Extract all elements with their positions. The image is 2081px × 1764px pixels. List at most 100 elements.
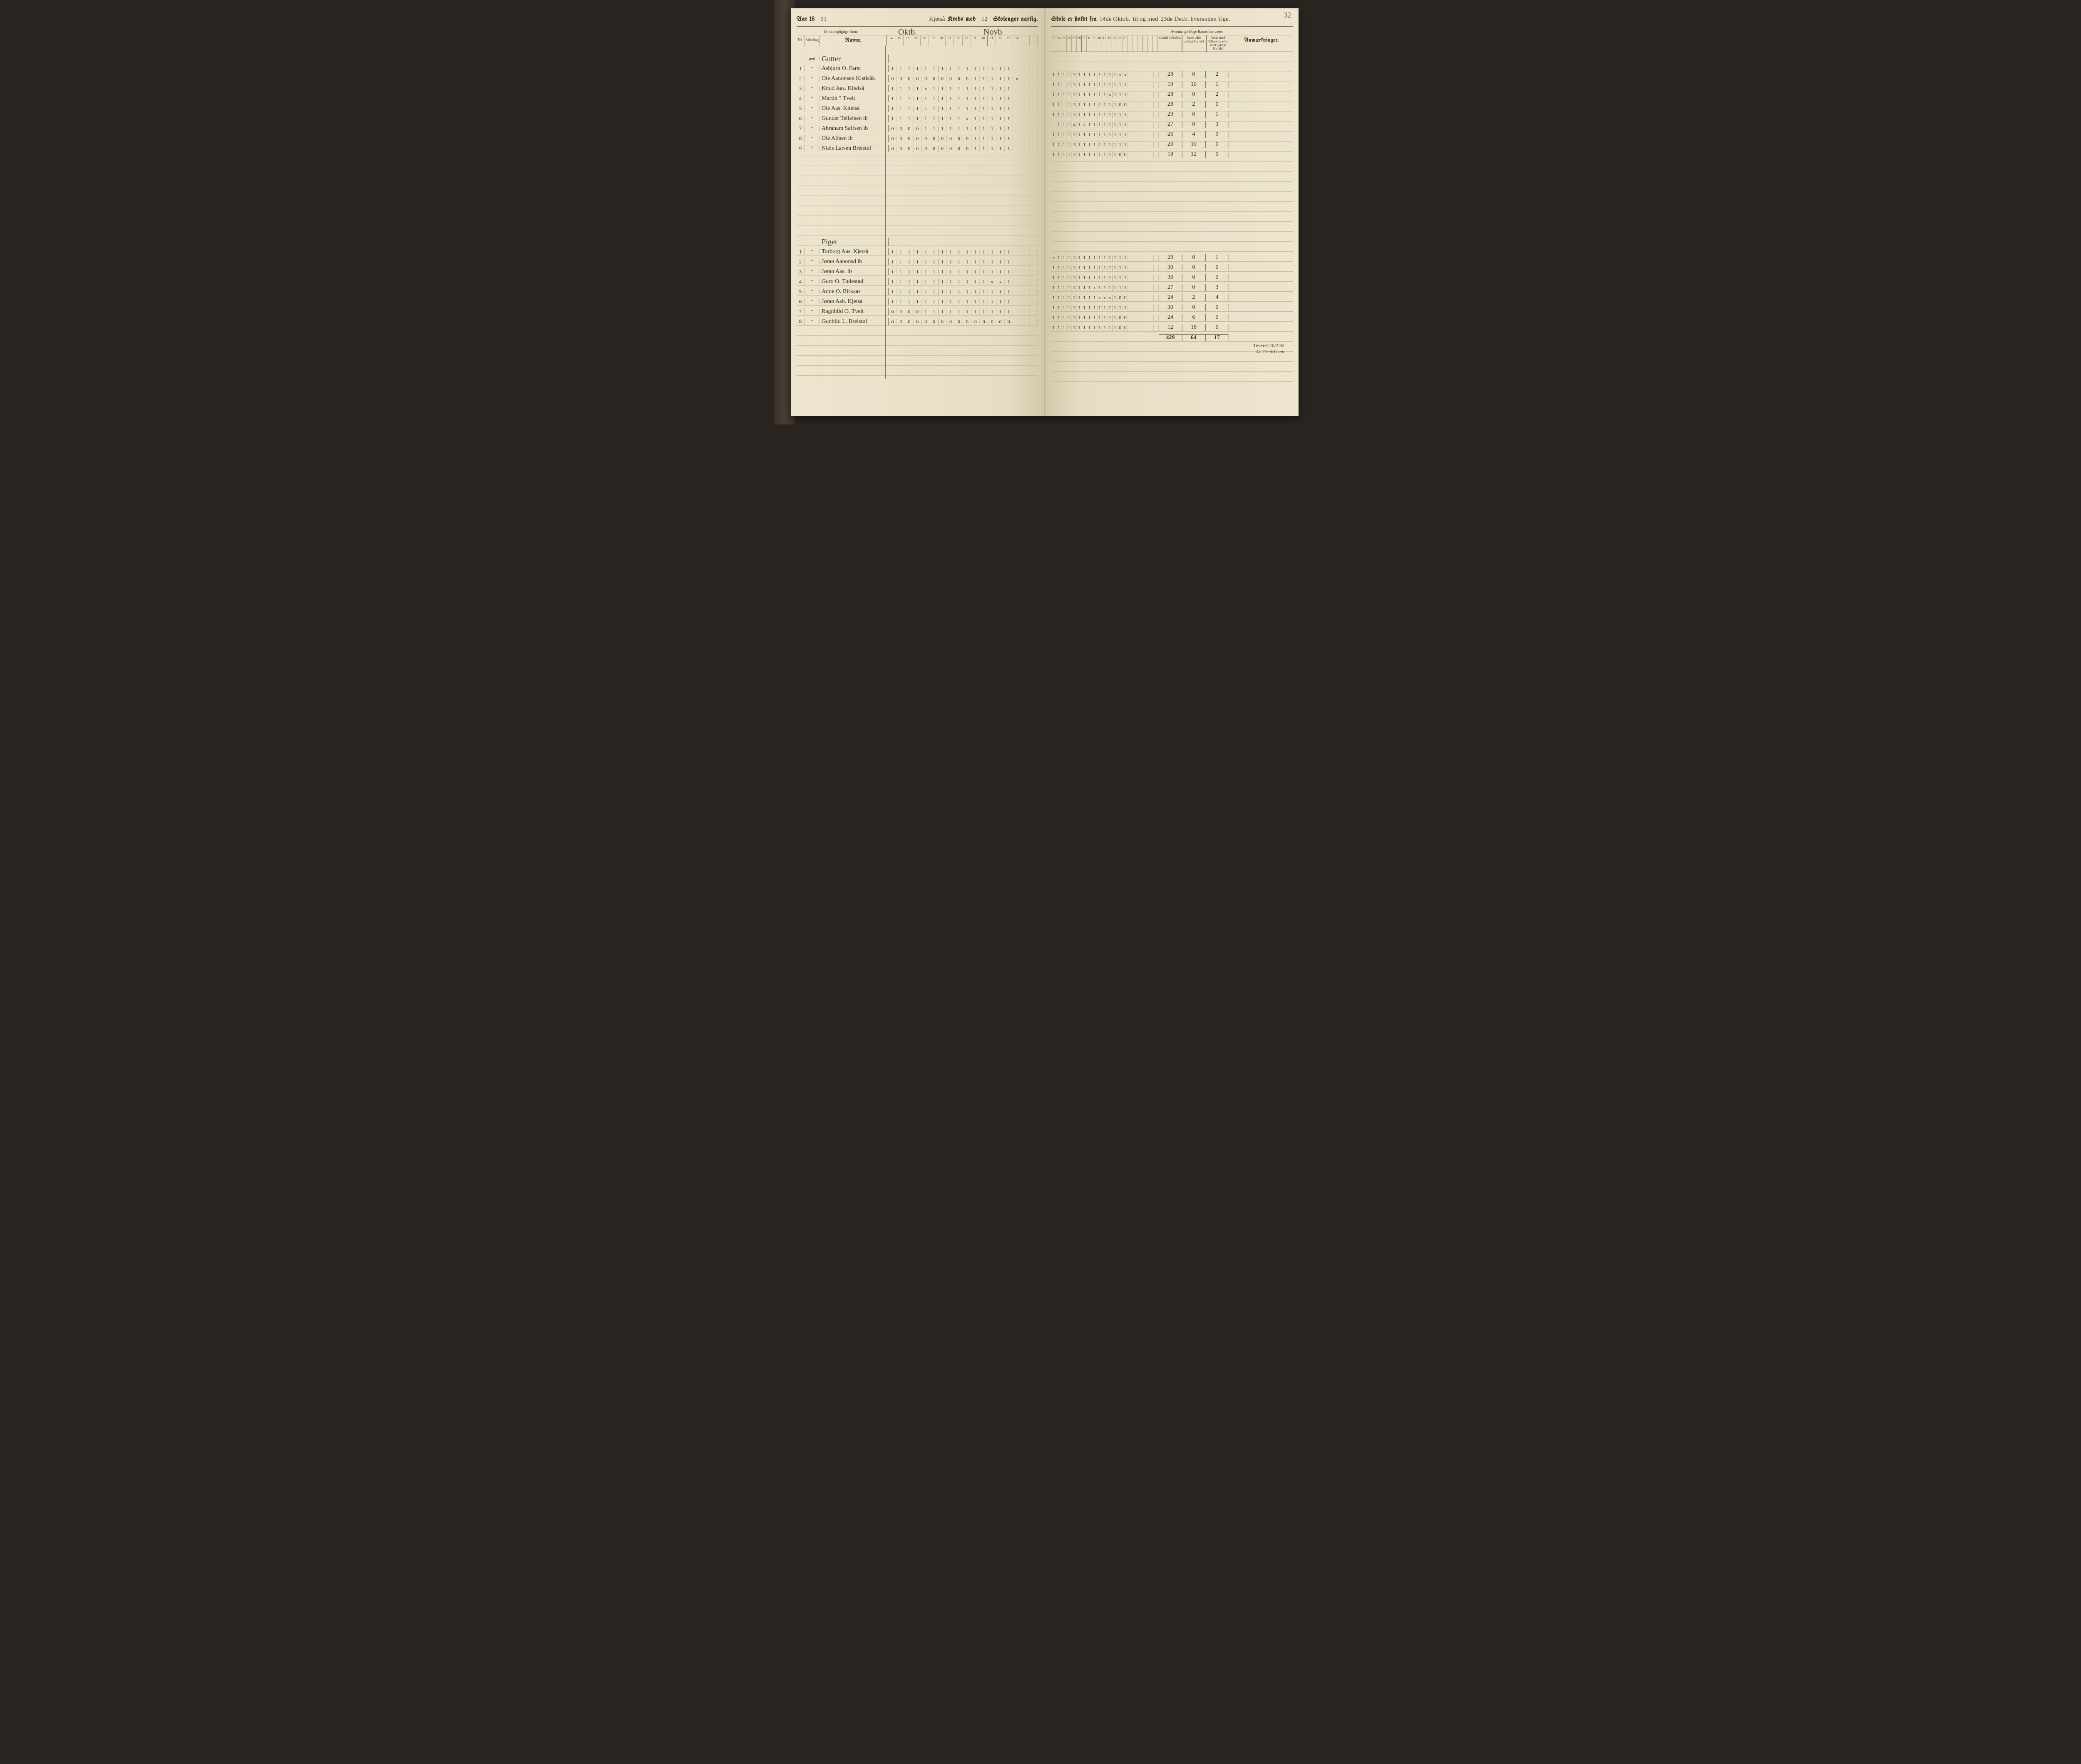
attendance-cell: 0	[955, 136, 964, 142]
attendance-cell: 1	[1118, 305, 1123, 311]
table-row: 11111111111110012180	[1051, 323, 1293, 332]
sum-tilstede: 19	[1159, 81, 1182, 88]
attendance-cell: 1	[1118, 112, 1123, 118]
attendance-cell: 1	[1082, 131, 1087, 138]
table-row: 5"Ole Aas. Kitelså1111÷1111111111	[797, 104, 1038, 114]
left-day-headers: 1415161718192021222391011121314	[887, 35, 1038, 46]
row-name: Gunder Tellefsen ib	[820, 115, 889, 122]
attendance-cell: 1	[1092, 141, 1097, 148]
row-days-right: 111111111111111	[1051, 305, 1159, 311]
attendance-cell: 1	[1062, 92, 1067, 98]
attendance-cell: 1	[996, 66, 1005, 72]
attendance-cell: 1	[988, 76, 996, 82]
attendance-cell: 1	[971, 289, 980, 295]
day-header-cell: 11	[988, 35, 996, 46]
day-header-cell: 17	[912, 35, 921, 46]
attendance-cell: 0	[996, 319, 1005, 325]
attendance-cell: 1	[1072, 131, 1077, 138]
day-header-cell: 18	[921, 35, 929, 46]
day-header-cell: 11	[1102, 35, 1107, 52]
attendance-cell: 1	[996, 299, 1005, 305]
attendance-cell: 1	[1051, 151, 1056, 158]
table-row: 8"Gunhild L. Breistøl000000000000000	[797, 317, 1038, 327]
attendance-cell: 1	[914, 86, 922, 92]
attendance-cell: 1	[1092, 151, 1097, 158]
row-name: Asbjørn O. Faret	[820, 65, 889, 72]
attendance-cell: 1	[996, 106, 1005, 112]
attendance-cell: 1	[1051, 92, 1056, 98]
table-row: 11111111111110018120	[1051, 149, 1293, 159]
attendance-cell: 1	[1098, 82, 1103, 88]
attendance-cell: 1	[980, 96, 988, 102]
attendance-cell: 1	[1056, 131, 1061, 138]
sum-tilstede: 28	[1159, 101, 1182, 108]
day-header-cell: 7	[1082, 35, 1087, 52]
attendance-cell: 1	[1123, 255, 1128, 261]
attendance-cell: 1	[1113, 305, 1117, 311]
attendance-cell: 1	[1108, 112, 1113, 118]
attendance-cell: 1	[988, 299, 996, 305]
col-borte-med: borte med Tilladelse eller med gyldigt F…	[1206, 35, 1230, 52]
attendance-cell: 1	[1072, 92, 1077, 98]
summary-preheader: Hvormange Dage Barnet har været	[1163, 28, 1230, 35]
sum-tilstede: 12	[1159, 324, 1182, 331]
attendance-cell: 1	[1103, 141, 1108, 148]
attendance-cell: 1	[1082, 285, 1087, 291]
attendance-cell: 1	[996, 289, 1005, 295]
row-days-right: 1111111111111xx	[1051, 72, 1159, 78]
attendance-cell: 0	[963, 76, 971, 82]
attendance-cell: 1	[939, 66, 947, 72]
attendance-cell: 1	[1077, 275, 1082, 281]
right-rows-area: 1111111111111xx2802111111111111111910111…	[1051, 52, 1293, 385]
attendance-cell: 1	[905, 249, 914, 255]
row-days-left: 111111111111111	[889, 249, 1038, 255]
attendance-cell: 1	[996, 116, 1005, 122]
attendance-cell: 1	[1092, 72, 1097, 78]
attendance-cell: 1	[914, 116, 922, 122]
attendance-cell: 1	[971, 126, 980, 132]
sum-tilstede: 29	[1159, 111, 1182, 118]
attendance-cell: 1	[905, 116, 914, 122]
attendance-cell: 0	[1123, 315, 1128, 321]
attendance-cell: 1	[922, 289, 930, 295]
attendance-cell: 1	[905, 269, 914, 275]
attendance-cell: 1	[1123, 265, 1128, 271]
attendance-cell: 1	[971, 269, 980, 275]
table-row: 111111111xxx1002424	[1051, 293, 1293, 303]
row-afd: "	[805, 289, 820, 294]
row-name: Abraham Salfsen ib	[820, 125, 889, 132]
row-nr: 2	[797, 75, 805, 82]
attendance-cell	[1013, 309, 1021, 315]
sum-tilstede: 30	[1159, 264, 1182, 271]
left-column-header: Nr. Afdeling Navne. 14151617181920212223…	[797, 35, 1038, 46]
sum-borte-uden: 12	[1182, 151, 1205, 158]
day-header-cell: 21	[946, 35, 954, 46]
right-page: 32 Skole er holdt fra 14de Oktob. til og…	[1045, 8, 1299, 416]
attendance-cell: x	[1098, 295, 1103, 301]
section-piger: Piger	[822, 238, 837, 246]
sum-borte-med: 0	[1205, 131, 1229, 138]
attendance-cell: 1	[1113, 315, 1117, 321]
attendance-cell: 0	[1123, 102, 1128, 108]
attendance-cell	[1062, 82, 1067, 88]
row-days-left: 111111111111xx1	[889, 279, 1038, 285]
attendance-cell: 0	[939, 319, 947, 325]
attendance-cell: 1	[939, 106, 947, 112]
attendance-cell: 1	[963, 106, 971, 112]
attendance-cell	[1013, 299, 1021, 305]
attendance-cell: 1	[1087, 265, 1092, 271]
attendance-cell: 0	[930, 76, 939, 82]
attendance-cell: 1	[963, 66, 971, 72]
attendance-cell: 1	[963, 249, 971, 255]
attendance-cell: 1	[897, 299, 905, 305]
attendance-cell: 1	[1077, 265, 1082, 271]
gutter-rows-left: 1"Asbjørn O. Faret1111111111111112"Ole A…	[797, 64, 1038, 154]
attendance-cell: 0	[905, 136, 914, 142]
attendance-cell: 1	[1098, 102, 1103, 108]
table-row: 3"Jøran Aas. ib111111111111111	[797, 267, 1038, 277]
attendance-cell: 1	[996, 86, 1005, 92]
attendance-cell: 1	[980, 269, 988, 275]
attendance-cell: 1	[914, 96, 922, 102]
attendance-cell: 1	[1092, 265, 1097, 271]
attendance-cell: 1	[1082, 325, 1087, 331]
